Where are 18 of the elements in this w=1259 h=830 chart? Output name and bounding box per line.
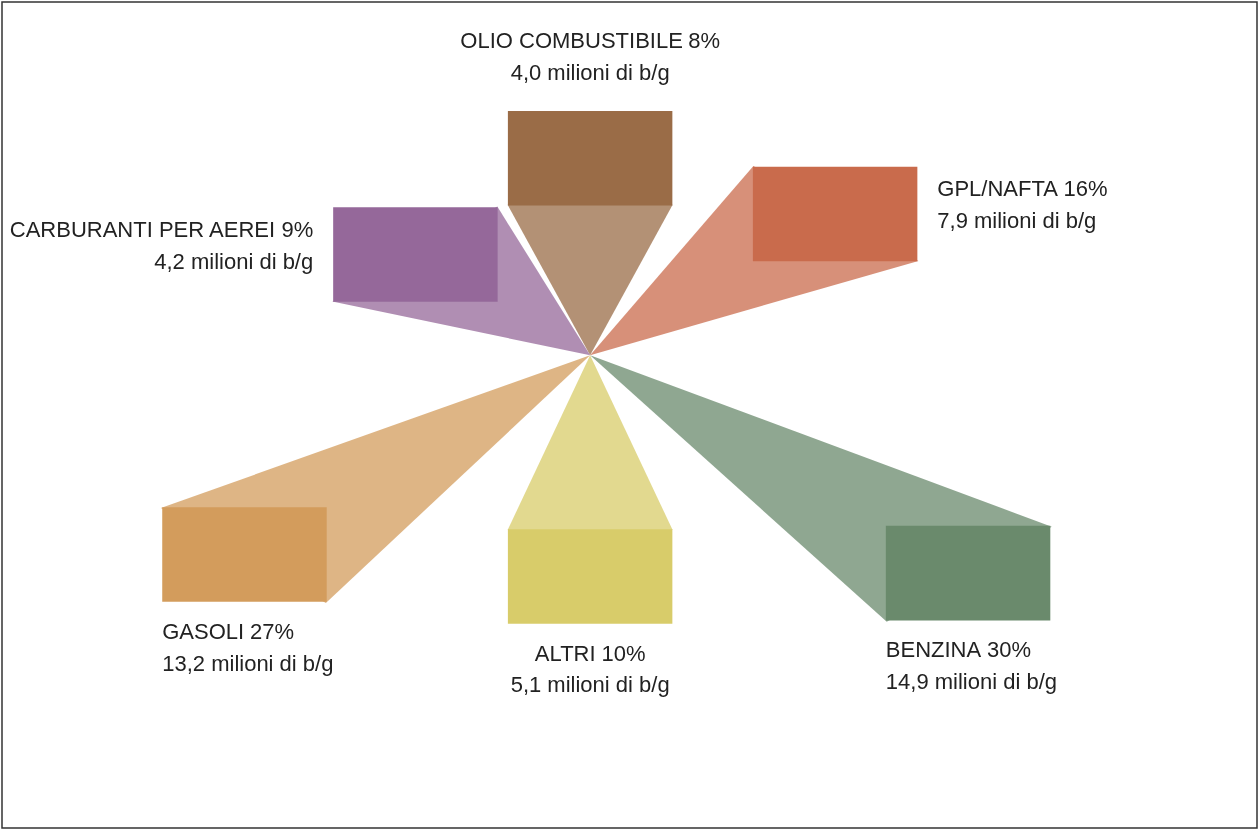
data-label: 4,0 milioni di b/g [510, 60, 670, 86]
data-label: 16% [1063, 176, 1108, 202]
category-label: GPL/NAFTA [937, 176, 1059, 202]
data-label: 10% [601, 640, 646, 666]
data-label: 9% [281, 216, 314, 242]
data-label: 27% [249, 618, 295, 644]
category-label: ALTRI [534, 640, 596, 666]
category-label: GASOLI [162, 618, 245, 644]
data-label: 7,9 milioni di b/g [937, 208, 1097, 234]
category-label: BENZINA [885, 637, 982, 663]
category-label: OLIO COMBUSTIBILE [460, 28, 683, 54]
data-label: 14,9 milioni di b/g [885, 669, 1058, 695]
data-label: 8% [688, 28, 721, 54]
data-label: 4,2 milioni di b/g [154, 248, 314, 274]
data-label: 30% [986, 637, 1032, 663]
data-label: 13,2 milioni di b/g [162, 650, 334, 676]
category-label: CARBURANTI PER AEREI [9, 216, 276, 242]
data-label: 5,1 milioni di b/g [510, 672, 670, 698]
